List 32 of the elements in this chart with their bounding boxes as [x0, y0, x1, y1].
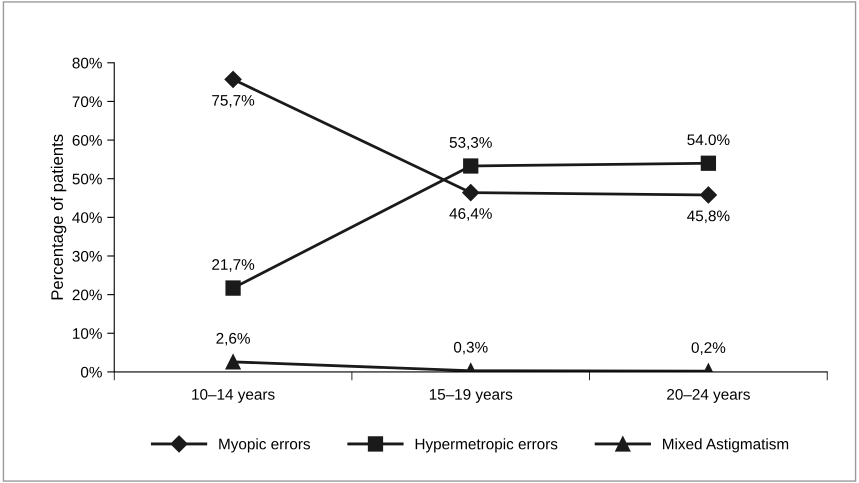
- y-tick-label: 70%: [72, 96, 102, 108]
- point: [700, 156, 716, 171]
- y-tick-label: 40%: [72, 212, 102, 224]
- data-label: 46,4%: [449, 208, 492, 221]
- data-label: 45,8%: [687, 210, 730, 224]
- data-label: 53,3%: [450, 137, 492, 150]
- data-label: 2,6%: [216, 332, 250, 346]
- data-label: 21,7%: [212, 259, 254, 272]
- y-tick-label: 30%: [72, 250, 102, 262]
- point: [225, 280, 241, 296]
- x-tick-label: 10–14 years: [192, 388, 275, 403]
- y-tick-label: 80%: [72, 58, 102, 68]
- legend-label: Hypermetropic errors: [416, 438, 558, 452]
- point: [463, 158, 478, 174]
- data-label: 0,2%: [692, 342, 726, 355]
- data-label: 75,7%: [212, 94, 254, 108]
- x-tick-label: 15–19 years: [430, 388, 512, 403]
- y-tick-label: 50%: [72, 174, 102, 184]
- y-tick-label: 10%: [73, 328, 102, 339]
- x-tick-label: 20–24 years: [667, 388, 750, 403]
- point: [700, 186, 717, 204]
- point: [224, 70, 242, 88]
- y-tick-label: 20%: [72, 290, 102, 300]
- y-axis-title: Percentage of patients: [50, 134, 66, 300]
- data-label: 0,3%: [454, 342, 488, 354]
- data-label: 54.0%: [687, 134, 730, 146]
- point: [225, 354, 241, 370]
- y-tick-label: 60%: [72, 134, 102, 146]
- legend-label: Mixed Astigmatism: [663, 438, 788, 452]
- legend-label: Myopic errors: [219, 438, 310, 452]
- point: [462, 184, 480, 202]
- y-tick-label: 0%: [80, 366, 102, 378]
